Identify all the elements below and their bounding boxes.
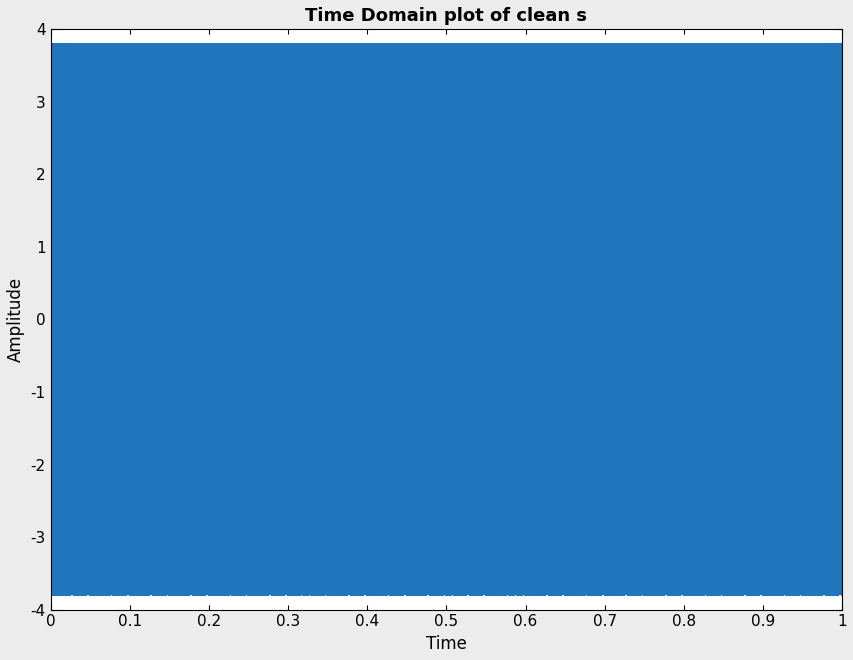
Title: Time Domain plot of clean s: Time Domain plot of clean s [305, 7, 587, 25]
Y-axis label: Amplitude: Amplitude [7, 277, 25, 362]
X-axis label: Time: Time [426, 635, 467, 653]
